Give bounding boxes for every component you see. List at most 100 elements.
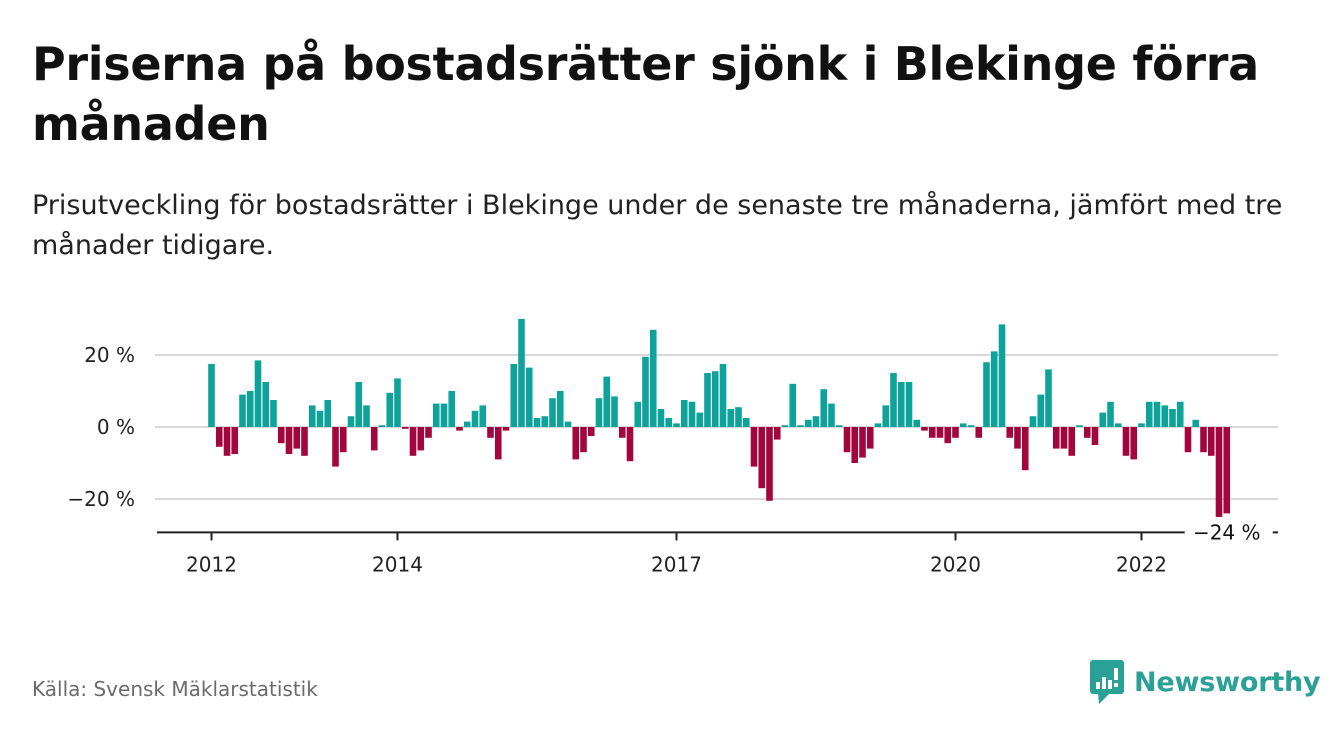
bar xyxy=(316,410,324,427)
bar xyxy=(735,407,742,427)
bar xyxy=(378,425,386,427)
bar xyxy=(851,427,859,463)
bar xyxy=(1169,409,1176,427)
bar xyxy=(363,405,370,427)
bar xyxy=(704,373,711,427)
bar xyxy=(223,427,231,456)
bar xyxy=(580,427,587,453)
bar xyxy=(1045,369,1052,427)
bar xyxy=(1145,401,1153,427)
bar xyxy=(1215,427,1223,517)
bar xyxy=(386,392,394,427)
bar xyxy=(487,427,494,438)
x-tick-label: 2022 xyxy=(1116,552,1167,576)
bar xyxy=(301,427,308,456)
bar xyxy=(905,382,913,427)
source-note: Källa: Svensk Mäklarstatistik xyxy=(32,677,318,701)
brand-name: Newsworthy xyxy=(1134,666,1321,698)
bar xyxy=(688,401,696,427)
bar xyxy=(789,383,797,427)
bar xyxy=(533,418,541,427)
bar xyxy=(1130,427,1138,460)
bar xyxy=(293,427,301,449)
x-axis xyxy=(157,531,1278,541)
bar xyxy=(1006,427,1014,438)
bar xyxy=(370,427,378,451)
bar xyxy=(1099,412,1107,427)
bar xyxy=(1052,427,1060,449)
bar xyxy=(556,391,564,427)
bar xyxy=(1176,401,1184,427)
y-tick-label: 20 % xyxy=(84,343,135,367)
bar xyxy=(983,362,990,427)
bar xyxy=(1014,427,1021,449)
bar xyxy=(1192,419,1200,427)
bar xyxy=(820,389,828,427)
bar xyxy=(425,427,432,438)
bar xyxy=(626,427,634,462)
bar xyxy=(944,427,952,444)
bar xyxy=(277,427,285,444)
bar xyxy=(843,427,851,453)
bar xyxy=(239,394,246,427)
newsworthy-brand: Newsworthy xyxy=(1090,660,1321,704)
bar xyxy=(417,427,425,451)
bar xyxy=(657,409,665,427)
bar xyxy=(1029,416,1037,427)
end-label-background xyxy=(1184,519,1273,546)
bar xyxy=(572,427,580,460)
y-tick-label: −20 % xyxy=(67,487,135,511)
page-title: Priserna på bostadsrätter sjönk i Blekin… xyxy=(32,37,1259,151)
bar xyxy=(680,400,688,427)
bar xyxy=(634,401,642,427)
x-tick-label: 2020 xyxy=(930,552,981,576)
bar xyxy=(525,367,533,427)
bar xyxy=(750,427,758,467)
bar xyxy=(719,364,727,427)
bar xyxy=(727,409,735,427)
bar xyxy=(339,427,347,453)
bar xyxy=(479,405,487,427)
bar xyxy=(595,398,603,427)
bar xyxy=(998,324,1006,427)
bar xyxy=(649,329,657,427)
bar xyxy=(456,427,463,431)
bar xyxy=(913,419,921,427)
bar xyxy=(308,405,316,427)
chart-subtitle: Prisutveckling för bostadsrätter i Bleki… xyxy=(32,190,1283,261)
x-tick-label: 2014 xyxy=(372,552,423,576)
bar xyxy=(231,427,239,454)
bar xyxy=(1138,423,1145,427)
bar xyxy=(1207,427,1215,456)
bar xyxy=(781,425,789,427)
bar xyxy=(215,427,223,447)
bar xyxy=(890,373,897,427)
bar xyxy=(254,360,262,427)
bar xyxy=(866,427,874,449)
bar xyxy=(1223,427,1231,514)
bar xyxy=(1161,405,1169,427)
bar xyxy=(494,427,502,460)
bar xyxy=(742,418,750,427)
bar xyxy=(897,382,905,427)
bar xyxy=(347,416,355,427)
bar xyxy=(1200,427,1207,453)
bar xyxy=(1184,427,1192,453)
bar xyxy=(665,418,673,427)
bar xyxy=(928,427,936,438)
bar xyxy=(432,403,440,427)
bar xyxy=(401,427,409,429)
bar xyxy=(324,400,332,427)
bar xyxy=(587,427,595,436)
bar xyxy=(448,391,456,427)
bar xyxy=(1021,427,1029,471)
bar xyxy=(541,416,549,427)
bar xyxy=(208,364,215,427)
bar xyxy=(921,427,928,431)
bar xyxy=(812,416,820,427)
bar xyxy=(835,425,843,427)
bar xyxy=(332,427,339,467)
bar xyxy=(1107,401,1114,427)
bar xyxy=(696,412,704,427)
bar-chart: 20 % 0 % −20 % 2012 2014 2017 2020 2022 −24 % xyxy=(67,319,1278,576)
